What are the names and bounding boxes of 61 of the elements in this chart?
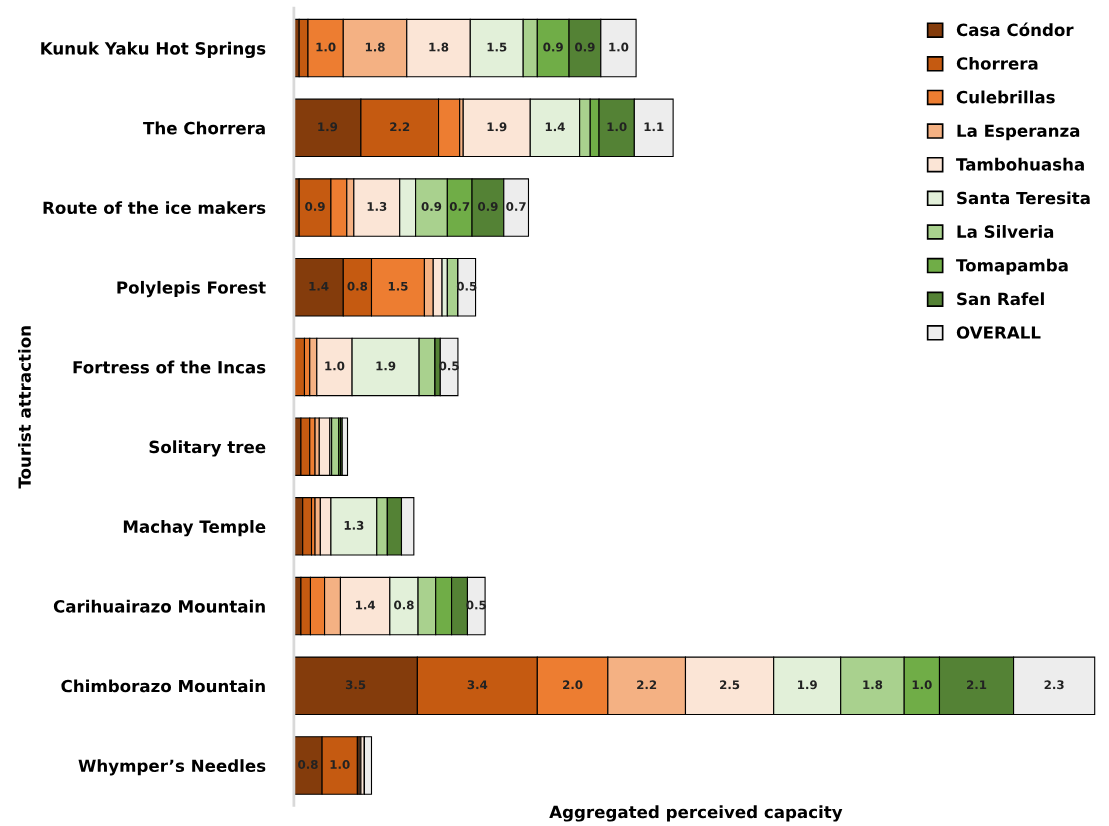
- y-tick-label: Carihuairazo Mountain: [53, 599, 265, 613]
- data-label: 1.8: [863, 680, 883, 690]
- data-label: 0.8: [347, 281, 368, 291]
- data-label: 1.3: [344, 520, 364, 530]
- legend-label: Casa Cóndor: [956, 22, 1074, 37]
- data-label: 1.5: [388, 281, 408, 291]
- y-tick-label: Fortress of the Incas: [73, 360, 266, 374]
- data-label: 0.9: [575, 42, 595, 52]
- data-label: 0.9: [421, 202, 442, 211]
- legend-label: Chorrera: [956, 56, 1038, 70]
- data-label: 1.3: [367, 202, 387, 211]
- y-tick-label: The Chorrera: [143, 121, 265, 135]
- y-tick-label: Machay Temple: [123, 520, 266, 537]
- data-label: 1.4: [356, 600, 376, 610]
- data-label: 2.2: [390, 122, 410, 132]
- legend-label: San Rafel: [957, 292, 1044, 306]
- data-label: 1.4: [309, 281, 329, 291]
- data-label: 3.4: [467, 680, 488, 690]
- data-label: 2.5: [720, 680, 740, 690]
- data-label: 1.0: [316, 42, 336, 52]
- data-label: 1.8: [429, 42, 449, 52]
- y-tick-label: Solitary tree: [149, 440, 266, 457]
- data-label: 2.3: [1044, 680, 1064, 690]
- legend-label: OVERALL: [956, 326, 1041, 339]
- data-label: 1.4: [545, 122, 565, 132]
- data-label: 1.0: [912, 680, 932, 690]
- data-label: 0.9: [543, 42, 563, 52]
- data-label: 1.9: [318, 122, 338, 132]
- data-label: 2.1: [967, 680, 987, 690]
- x-axis-title: Aggregated perceived capacity: [549, 805, 843, 822]
- data-label: 1.5: [487, 42, 507, 52]
- data-label: 1.0: [609, 42, 629, 52]
- y-tick-label: Whymper’s Needles: [78, 759, 266, 776]
- data-label: 1.0: [325, 361, 345, 371]
- y-tick-label: Chimborazo Mountain: [61, 679, 265, 693]
- data-label: 0.8: [394, 600, 414, 610]
- legend-label: La Esperanza: [957, 124, 1080, 141]
- y-tick-label: Polylepis Forest: [117, 280, 266, 298]
- data-label: 0.7: [506, 202, 526, 211]
- data-label: 1.0: [607, 122, 627, 132]
- data-label: 1.9: [487, 122, 507, 132]
- data-label: 1.1: [644, 122, 664, 132]
- y-tick-label: Route of the ice makers: [43, 201, 266, 215]
- data-label: 2.0: [563, 680, 583, 690]
- data-label: 1.9: [798, 680, 817, 690]
- data-label: 0.9: [305, 202, 325, 211]
- data-label: 0.7: [449, 202, 470, 211]
- legend-label: Tomapamba: [956, 258, 1068, 275]
- legend-label: Culebrillas: [956, 90, 1055, 104]
- data-label: 3.5: [345, 680, 366, 690]
- data-label: 0.8: [298, 759, 318, 769]
- data-label: 1.8: [365, 42, 385, 52]
- data-label: 1.9: [376, 361, 396, 371]
- legend-label: Tambohuasha: [956, 157, 1084, 171]
- legend-label: La Silveria: [957, 225, 1054, 238]
- y-axis-title: Tourist attraction: [18, 326, 31, 489]
- legend-label: Santa Teresita: [957, 191, 1090, 205]
- data-label: 1.0: [330, 759, 350, 769]
- data-label: 2.2: [637, 680, 657, 690]
- data-label: 0.9: [478, 202, 498, 211]
- y-tick-label: Kunuk Yaku Hot Springs: [41, 41, 266, 59]
